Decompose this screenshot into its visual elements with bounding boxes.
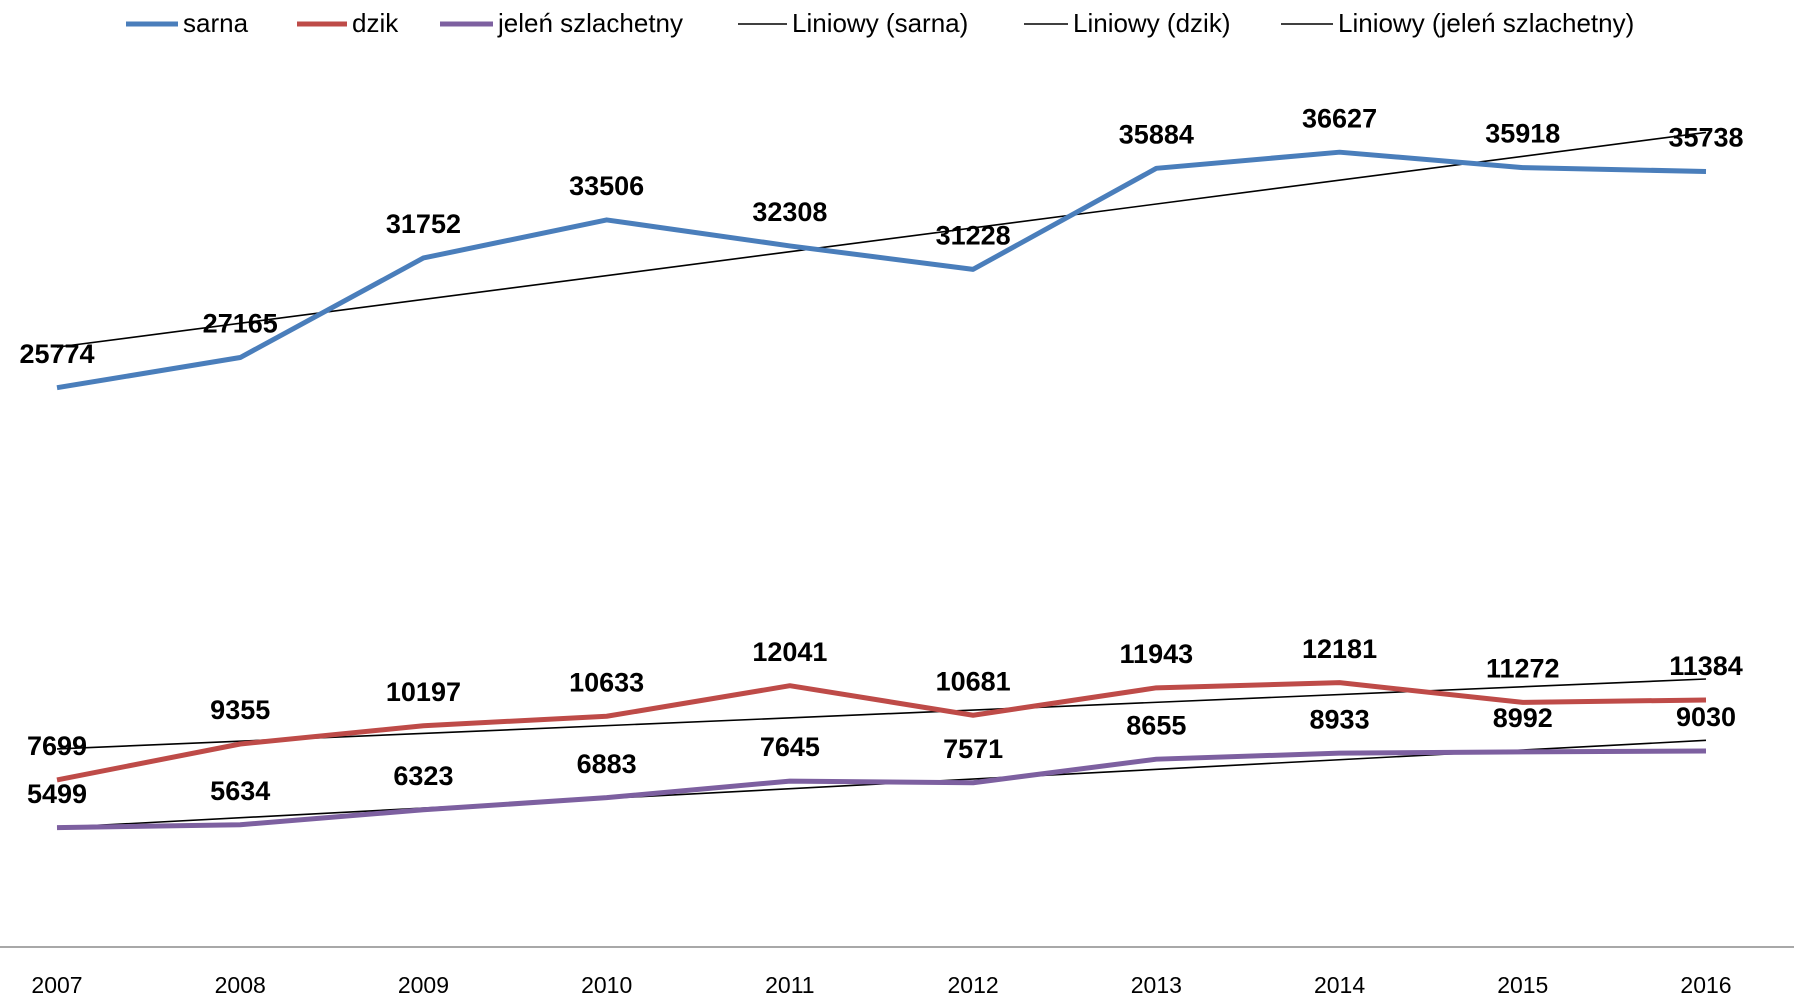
data-label: 12181	[1302, 634, 1377, 664]
legend-label: Liniowy (sarna)	[792, 8, 968, 38]
legend-label: sarna	[183, 8, 249, 38]
data-label: 6883	[577, 749, 637, 779]
data-label: 12041	[752, 637, 827, 667]
data-label: 31752	[386, 209, 461, 239]
series-line	[56, 149, 1707, 391]
legend-label: Liniowy (dzik)	[1073, 8, 1231, 38]
data-label: 9030	[1676, 702, 1736, 732]
data-label: 35918	[1485, 119, 1560, 149]
legend-label: Liniowy (jeleń szlachetny)	[1338, 8, 1634, 38]
data-label: 7699	[27, 731, 87, 761]
legend-label: dzik	[352, 8, 399, 38]
data-label: 5634	[210, 776, 270, 806]
data-label: 33506	[569, 171, 644, 201]
data-label: 8992	[1493, 703, 1553, 733]
data-label: 10681	[936, 666, 1011, 696]
data-label: 32308	[752, 197, 827, 227]
x-tick-label: 2013	[1131, 972, 1182, 998]
data-label: 25774	[19, 339, 94, 369]
data-label: 27165	[203, 309, 278, 339]
x-tick-label: 2008	[215, 972, 266, 998]
data-label: 11272	[1486, 654, 1560, 684]
data-label: 7645	[760, 732, 820, 762]
data-label: 6323	[393, 761, 453, 791]
data-label: 5499	[27, 779, 87, 809]
data-label: 7571	[943, 734, 1003, 764]
x-tick-label: 2012	[948, 972, 999, 998]
x-tick-label: 2011	[765, 972, 814, 998]
data-label: 8933	[1310, 704, 1370, 734]
data-label: 10197	[386, 677, 461, 707]
x-tick-label: 2015	[1497, 972, 1548, 998]
x-tick-label: 2010	[581, 972, 632, 998]
data-label: 31228	[936, 220, 1011, 250]
data-label: 11384	[1669, 651, 1743, 681]
x-tick-label: 2007	[31, 972, 82, 998]
data-label: 10633	[569, 667, 644, 697]
data-label: 35738	[1668, 123, 1743, 153]
x-tick-label: 2016	[1680, 972, 1731, 998]
x-tick-label: 2014	[1314, 972, 1365, 998]
data-label: 9355	[210, 695, 270, 725]
data-label: 11943	[1120, 639, 1194, 669]
data-label: 35884	[1119, 119, 1194, 149]
x-tick-label: 2009	[398, 972, 449, 998]
legend-label: jeleń szlachetny	[497, 8, 683, 38]
series-line	[56, 748, 1707, 831]
trend-line	[56, 131, 1707, 348]
series-line	[56, 680, 1707, 783]
data-label: 36627	[1302, 103, 1377, 133]
data-label: 8655	[1126, 710, 1186, 740]
